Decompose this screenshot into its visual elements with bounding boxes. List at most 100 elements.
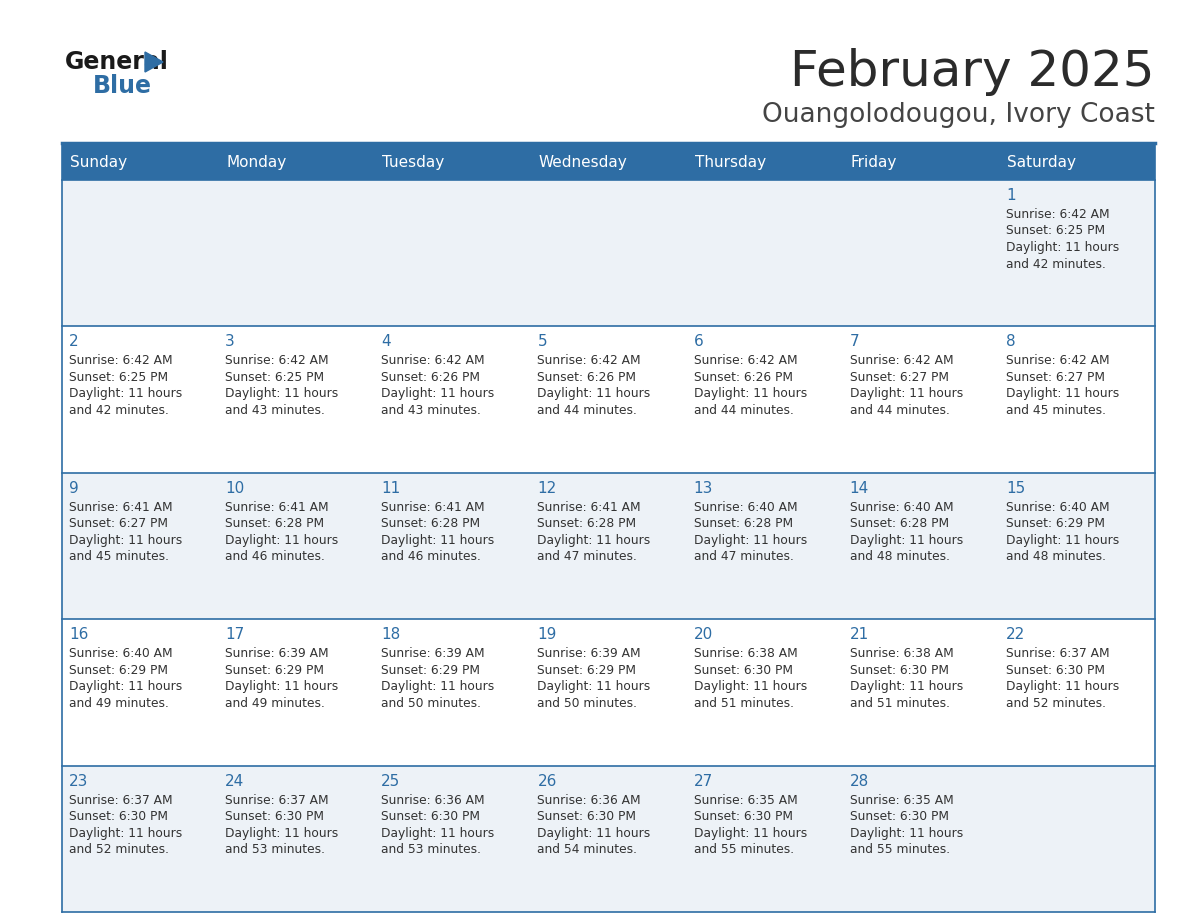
Text: 4: 4 xyxy=(381,334,391,350)
Text: Sunset: 6:30 PM: Sunset: 6:30 PM xyxy=(537,810,637,823)
Text: and 52 minutes.: and 52 minutes. xyxy=(1006,697,1106,710)
Text: Sunrise: 6:40 AM: Sunrise: 6:40 AM xyxy=(1006,501,1110,514)
Text: Daylight: 11 hours: Daylight: 11 hours xyxy=(226,387,339,400)
Bar xyxy=(219,145,374,180)
Text: Wednesday: Wednesday xyxy=(538,155,627,170)
Text: Sunset: 6:30 PM: Sunset: 6:30 PM xyxy=(226,810,324,823)
Text: 10: 10 xyxy=(226,481,245,496)
Text: Saturday: Saturday xyxy=(1007,155,1076,170)
Bar xyxy=(530,620,687,766)
Text: and 50 minutes.: and 50 minutes. xyxy=(537,697,638,710)
Bar xyxy=(530,180,687,327)
Text: 3: 3 xyxy=(226,334,235,350)
Bar xyxy=(530,766,687,912)
Text: Daylight: 11 hours: Daylight: 11 hours xyxy=(381,387,494,400)
Text: Sunrise: 6:42 AM: Sunrise: 6:42 AM xyxy=(1006,354,1110,367)
Text: 18: 18 xyxy=(381,627,400,643)
Text: and 51 minutes.: and 51 minutes. xyxy=(849,697,949,710)
Text: Sunrise: 6:36 AM: Sunrise: 6:36 AM xyxy=(381,793,485,807)
Bar xyxy=(62,620,219,766)
Text: and 48 minutes.: and 48 minutes. xyxy=(849,550,949,564)
Text: Daylight: 11 hours: Daylight: 11 hours xyxy=(1006,241,1119,254)
Bar xyxy=(999,327,1155,473)
Text: and 45 minutes.: and 45 minutes. xyxy=(69,550,169,564)
Text: 15: 15 xyxy=(1006,481,1025,496)
Text: 27: 27 xyxy=(694,774,713,789)
Bar xyxy=(842,180,999,327)
Text: Daylight: 11 hours: Daylight: 11 hours xyxy=(694,826,807,840)
Text: Sunrise: 6:40 AM: Sunrise: 6:40 AM xyxy=(694,501,797,514)
Text: 21: 21 xyxy=(849,627,868,643)
Text: Sunrise: 6:42 AM: Sunrise: 6:42 AM xyxy=(1006,208,1110,221)
Text: Sunset: 6:30 PM: Sunset: 6:30 PM xyxy=(694,664,792,677)
Text: Daylight: 11 hours: Daylight: 11 hours xyxy=(226,826,339,840)
Text: Sunset: 6:27 PM: Sunset: 6:27 PM xyxy=(69,518,168,531)
Text: Sunset: 6:26 PM: Sunset: 6:26 PM xyxy=(694,371,792,384)
Text: Sunrise: 6:35 AM: Sunrise: 6:35 AM xyxy=(849,793,954,807)
Text: 28: 28 xyxy=(849,774,868,789)
Bar xyxy=(374,620,530,766)
Text: Sunrise: 6:37 AM: Sunrise: 6:37 AM xyxy=(1006,647,1110,660)
Bar xyxy=(687,620,842,766)
Text: Sunset: 6:29 PM: Sunset: 6:29 PM xyxy=(1006,518,1105,531)
Bar xyxy=(219,473,374,620)
Text: Tuesday: Tuesday xyxy=(383,155,444,170)
Text: Daylight: 11 hours: Daylight: 11 hours xyxy=(537,826,651,840)
Text: and 53 minutes.: and 53 minutes. xyxy=(226,843,326,856)
Text: Sunset: 6:29 PM: Sunset: 6:29 PM xyxy=(69,664,168,677)
Text: Sunrise: 6:41 AM: Sunrise: 6:41 AM xyxy=(381,501,485,514)
Text: Sunset: 6:28 PM: Sunset: 6:28 PM xyxy=(226,518,324,531)
Text: and 55 minutes.: and 55 minutes. xyxy=(849,843,950,856)
Bar xyxy=(62,180,219,327)
Text: 26: 26 xyxy=(537,774,557,789)
Text: 25: 25 xyxy=(381,774,400,789)
Text: Sunset: 6:29 PM: Sunset: 6:29 PM xyxy=(537,664,637,677)
Text: 1: 1 xyxy=(1006,188,1016,203)
Bar xyxy=(374,145,530,180)
Text: Daylight: 11 hours: Daylight: 11 hours xyxy=(849,387,963,400)
Text: Sunset: 6:25 PM: Sunset: 6:25 PM xyxy=(1006,225,1105,238)
Text: Sunrise: 6:42 AM: Sunrise: 6:42 AM xyxy=(69,354,172,367)
Bar xyxy=(842,327,999,473)
Bar xyxy=(999,766,1155,912)
Text: Sunset: 6:28 PM: Sunset: 6:28 PM xyxy=(849,518,949,531)
Bar xyxy=(999,620,1155,766)
Bar xyxy=(219,180,374,327)
Text: Sunrise: 6:37 AM: Sunrise: 6:37 AM xyxy=(226,793,329,807)
Text: Sunset: 6:30 PM: Sunset: 6:30 PM xyxy=(69,810,168,823)
Bar xyxy=(374,766,530,912)
Text: and 55 minutes.: and 55 minutes. xyxy=(694,843,794,856)
Text: Daylight: 11 hours: Daylight: 11 hours xyxy=(537,680,651,693)
Text: and 46 minutes.: and 46 minutes. xyxy=(226,550,326,564)
Text: Sunday: Sunday xyxy=(70,155,127,170)
Text: and 43 minutes.: and 43 minutes. xyxy=(226,404,326,417)
Text: 24: 24 xyxy=(226,774,245,789)
Bar xyxy=(374,180,530,327)
Text: Daylight: 11 hours: Daylight: 11 hours xyxy=(694,680,807,693)
Text: Daylight: 11 hours: Daylight: 11 hours xyxy=(1006,680,1119,693)
Text: Sunrise: 6:41 AM: Sunrise: 6:41 AM xyxy=(226,501,329,514)
Text: Daylight: 11 hours: Daylight: 11 hours xyxy=(849,826,963,840)
Text: Sunset: 6:30 PM: Sunset: 6:30 PM xyxy=(1006,664,1105,677)
Text: and 49 minutes.: and 49 minutes. xyxy=(226,697,326,710)
Text: Daylight: 11 hours: Daylight: 11 hours xyxy=(381,680,494,693)
Bar xyxy=(219,620,374,766)
Bar xyxy=(374,327,530,473)
Bar xyxy=(62,766,219,912)
Text: Monday: Monday xyxy=(226,155,286,170)
Text: 20: 20 xyxy=(694,627,713,643)
Bar xyxy=(687,180,842,327)
Text: Sunrise: 6:39 AM: Sunrise: 6:39 AM xyxy=(537,647,642,660)
Text: Sunrise: 6:38 AM: Sunrise: 6:38 AM xyxy=(694,647,797,660)
Text: Sunrise: 6:38 AM: Sunrise: 6:38 AM xyxy=(849,647,954,660)
Text: 6: 6 xyxy=(694,334,703,350)
Text: 22: 22 xyxy=(1006,627,1025,643)
Text: Daylight: 11 hours: Daylight: 11 hours xyxy=(1006,533,1119,547)
Text: and 47 minutes.: and 47 minutes. xyxy=(694,550,794,564)
Text: Sunset: 6:27 PM: Sunset: 6:27 PM xyxy=(1006,371,1105,384)
Text: Sunrise: 6:42 AM: Sunrise: 6:42 AM xyxy=(694,354,797,367)
Text: 23: 23 xyxy=(69,774,88,789)
Text: and 45 minutes.: and 45 minutes. xyxy=(1006,404,1106,417)
Text: Blue: Blue xyxy=(93,74,152,98)
Text: 12: 12 xyxy=(537,481,557,496)
